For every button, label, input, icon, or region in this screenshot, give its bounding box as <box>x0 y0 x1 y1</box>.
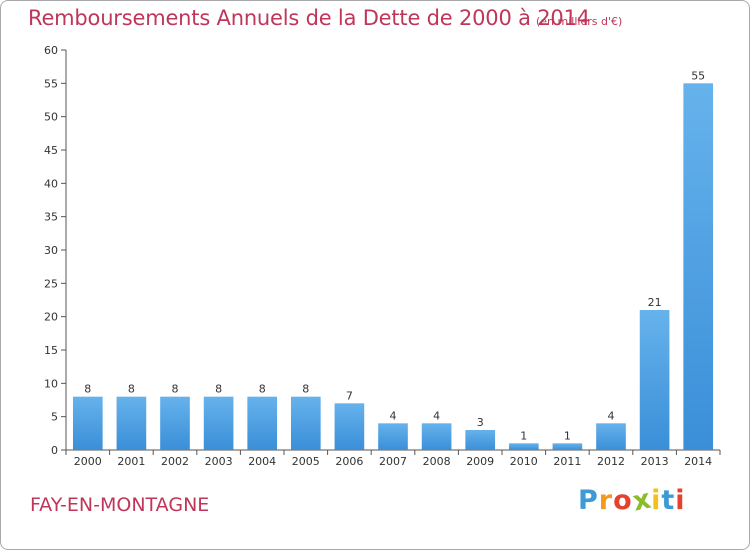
y-tick-label: 30 <box>44 244 58 257</box>
y-tick-label: 55 <box>44 77 58 90</box>
value-label-2007: 4 <box>390 409 397 422</box>
x-tick-label: 2000 <box>74 455 102 468</box>
value-label-2013: 21 <box>648 296 662 309</box>
bar-2003 <box>203 396 234 450</box>
bar-2002 <box>160 396 190 450</box>
y-tick-label: 15 <box>44 344 58 357</box>
proxiti-logo[interactable]: Proxiti <box>578 483 686 517</box>
value-label-2003: 8 <box>215 383 222 396</box>
bar-2007 <box>378 423 408 450</box>
value-label-2001: 8 <box>128 383 135 396</box>
y-tick-label: 25 <box>44 277 58 290</box>
x-tick-label: 2010 <box>510 455 538 468</box>
commune-name: FAY-EN-MONTAGNE <box>30 494 210 516</box>
x-tick-label: 2013 <box>641 455 669 468</box>
value-label-2008: 4 <box>433 409 440 422</box>
x-tick-label: 2006 <box>335 455 363 468</box>
logo-letter: i <box>651 485 662 516</box>
value-label-2006: 7 <box>346 389 353 402</box>
logo-letter: P <box>578 485 599 516</box>
y-tick-label: 50 <box>44 111 58 124</box>
value-label-2004: 8 <box>259 383 266 396</box>
y-tick-label: 35 <box>44 211 58 224</box>
chart-subtitle: (en milliers d'€) <box>536 15 623 28</box>
logo-letter: o <box>613 485 633 516</box>
value-label-2012: 4 <box>608 409 615 422</box>
x-tick-label: 2004 <box>248 455 276 468</box>
logo-letter: i <box>675 485 686 516</box>
bar-2001 <box>116 396 147 450</box>
bar-2008 <box>421 423 452 450</box>
value-label-2014: 55 <box>691 69 705 82</box>
y-tick-label: 5 <box>51 411 58 424</box>
x-tick-label: 2012 <box>597 455 625 468</box>
x-tick-label: 2008 <box>423 455 451 468</box>
bar-2012 <box>596 423 626 450</box>
value-label-2011: 1 <box>564 429 571 442</box>
y-tick-label: 60 <box>44 44 58 57</box>
x-tick-label: 2003 <box>205 455 233 468</box>
y-tick-label: 20 <box>44 311 58 324</box>
x-tick-label: 2001 <box>117 455 145 468</box>
x-tick-label: 2002 <box>161 455 189 468</box>
x-tick-label: 2007 <box>379 455 407 468</box>
bar-2011 <box>552 443 583 450</box>
x-tick-label: 2005 <box>292 455 320 468</box>
bar-2009 <box>465 430 496 450</box>
bar-2000 <box>72 396 103 450</box>
chart-title: Remboursements Annuels de la Dette de 20… <box>28 6 590 30</box>
x-axis: 2000 2001 2002 2003 2004 2005 2006 2007 2008 2009… <box>65 449 721 468</box>
bar-2013 <box>639 310 670 450</box>
logo-letter: t <box>661 485 676 516</box>
value-label-2005: 8 <box>302 383 309 396</box>
bars <box>72 83 714 450</box>
y-tick-label: 40 <box>44 177 58 190</box>
value-label-2000: 8 <box>84 383 91 396</box>
bar-2014 <box>683 83 714 450</box>
x-tick-label: 2011 <box>553 455 581 468</box>
bar-2004 <box>247 396 278 450</box>
y-axis: 0 5 10 15 20 25 30 35 40 45 50 55 60 <box>44 44 67 457</box>
value-label-2010: 1 <box>520 429 527 442</box>
value-label-2009: 3 <box>477 416 484 429</box>
x-tick-label: 2014 <box>684 455 712 468</box>
y-tick-label: 0 <box>51 444 58 457</box>
y-tick-label: 45 <box>44 144 58 157</box>
bar-2006 <box>334 403 365 450</box>
value-label-2002: 8 <box>172 383 179 396</box>
logo-letter: r <box>598 485 614 516</box>
value-labels: 8 8 8 8 8 8 7 4 4 3 1 1 4 21 55 <box>84 69 705 442</box>
x-tick-label: 2009 <box>466 455 494 468</box>
bar-2010 <box>508 443 539 450</box>
bar-2005 <box>290 396 321 450</box>
y-tick-label: 10 <box>44 377 58 390</box>
